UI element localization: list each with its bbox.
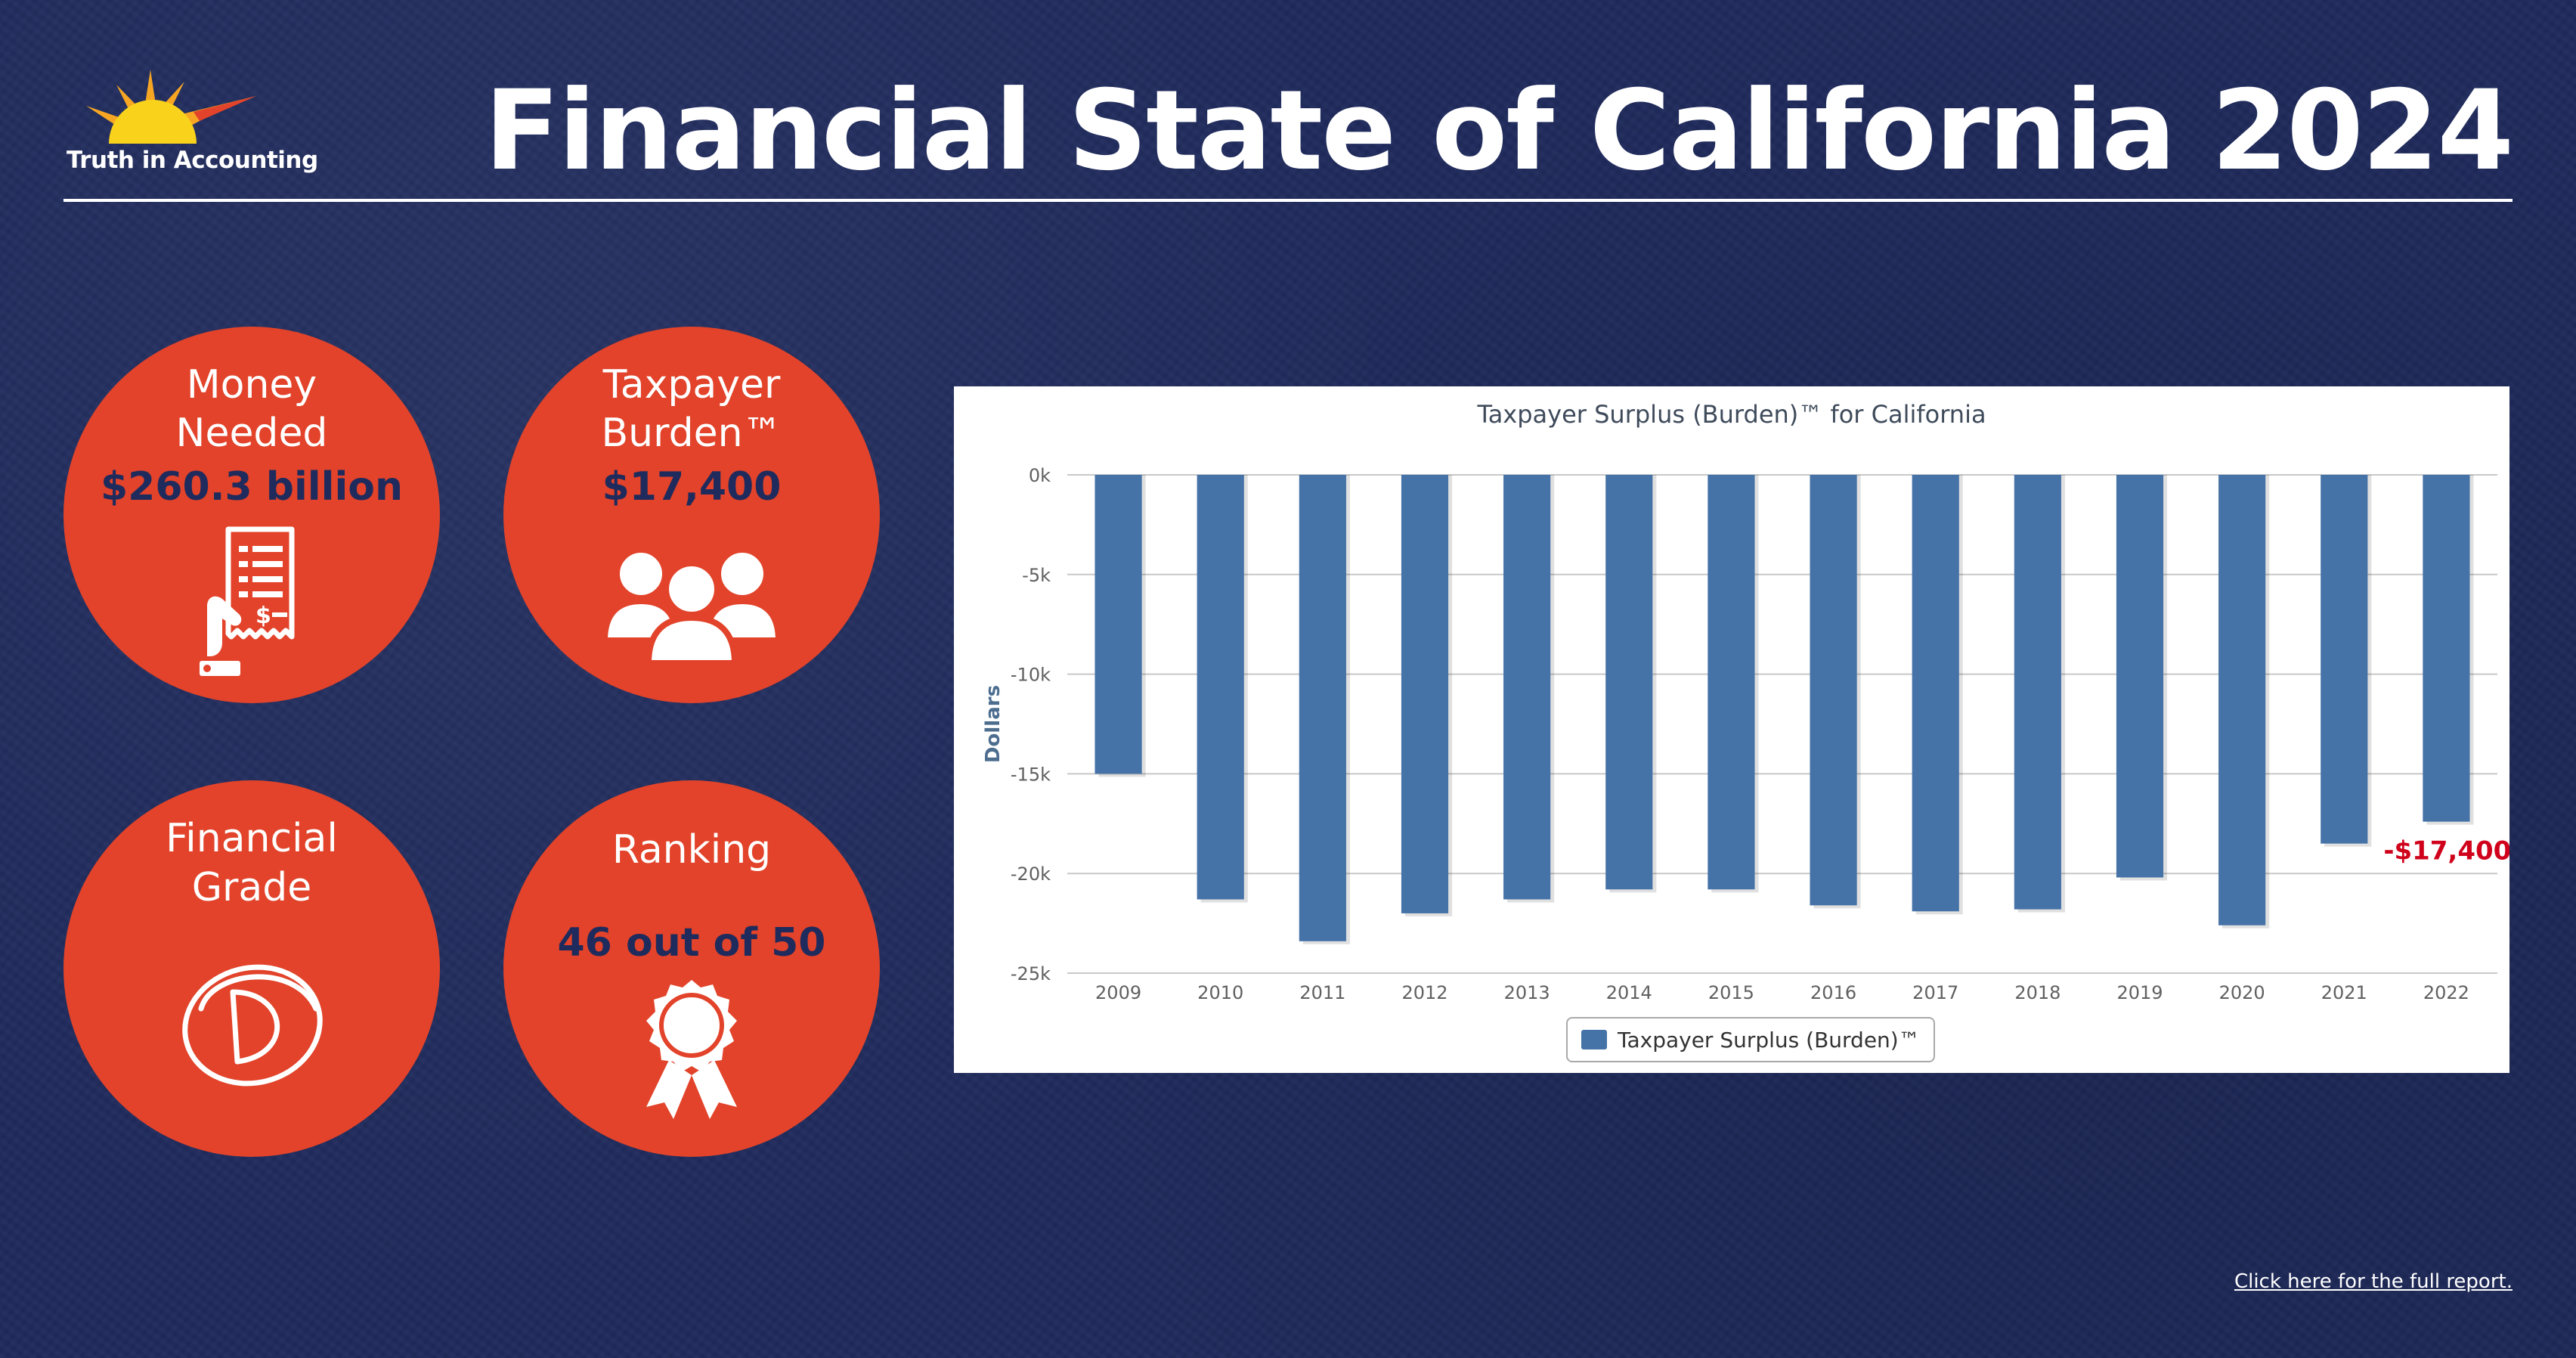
logo-text: Truth in Accounting	[67, 147, 318, 174]
x-tick-label: 2018	[2014, 982, 2060, 1003]
taxpayer-burden-value: $17,400	[602, 464, 782, 510]
x-tick-label: 2021	[2321, 982, 2367, 1003]
y-tick-label: -5k	[1022, 565, 1051, 586]
award-ribbon-icon	[646, 980, 737, 1119]
x-tick-label: 2019	[2116, 982, 2163, 1003]
x-tick-label: 2016	[1810, 982, 1856, 1003]
y-tick-label: -20k	[1011, 863, 1051, 885]
financial-grade-card: Financial Grade	[63, 780, 440, 1157]
legend-swatch	[1581, 1030, 1607, 1050]
y-tick-label: -25k	[1011, 963, 1051, 984]
bar-2021	[2321, 475, 2368, 844]
money-needed-card: Money Needed $260.3 billion $	[63, 327, 440, 703]
bar-2010	[1197, 475, 1244, 900]
grade-d-icon	[182, 964, 323, 1087]
y-tick-label: 0k	[1029, 465, 1051, 486]
ranking-card: Ranking 46 out of 50	[503, 780, 880, 1157]
burden-annotation: -$17,400	[2383, 836, 2509, 867]
bar-2013	[1503, 475, 1551, 900]
bar-2019	[2116, 475, 2164, 878]
x-tick-label: 2017	[1912, 982, 1958, 1003]
y-axis-label: Dollars	[982, 685, 1005, 763]
bar-2009	[1094, 475, 1142, 774]
bar-chart: 0k -5k -10k -15k -20k -25k Dollars 2009 2010 2011…	[982, 465, 2509, 1003]
financial-grade-label-1: Financial	[166, 816, 338, 861]
x-tick-label: 2020	[2219, 982, 2265, 1003]
money-needed-value: $260.3 billion	[100, 464, 404, 510]
financial-grade-label-2: Grade	[191, 865, 312, 910]
ranking-value: 46 out of 50	[557, 920, 826, 966]
ranking-label: Ranking	[611, 827, 772, 873]
page-title: Financial State of California 2024	[484, 67, 2514, 195]
x-tick-label: 2010	[1197, 982, 1243, 1003]
svg-text:$: $	[255, 603, 271, 629]
bar-2015	[1708, 475, 1755, 890]
sunrise-logo-icon	[86, 70, 256, 144]
logo: Truth in Accounting	[65, 62, 318, 183]
chart-panel: Taxpayer Surplus (Burden)™ for Californi…	[954, 386, 2509, 1073]
bar-2012	[1401, 475, 1449, 913]
x-tick-label: 2022	[2423, 982, 2469, 1003]
people-group-icon	[605, 547, 779, 663]
y-tick-label: -10k	[1011, 665, 1051, 686]
money-needed-label-1: Money	[186, 362, 317, 408]
bar-2018	[2014, 475, 2061, 910]
taxpayer-burden-card: Taxpayer Burden™ $17,400	[503, 327, 880, 703]
y-tick-label: -15k	[1011, 764, 1051, 785]
receipt-hand-icon: $	[200, 526, 295, 676]
money-needed-label-2: Needed	[175, 411, 328, 456]
bar-2011	[1299, 475, 1346, 941]
bar-2022	[2423, 475, 2470, 822]
full-report-link[interactable]: Click here for the full report.	[2234, 1270, 2513, 1293]
taxpayer-burden-label-1: Taxpayer	[602, 362, 781, 408]
x-tick-label: 2015	[1708, 982, 1754, 1003]
bar-2017	[1912, 475, 1959, 912]
legend-label: Taxpayer Surplus (Burden)™	[1618, 1027, 1920, 1053]
taxpayer-burden-label-2: Burden™	[601, 411, 782, 456]
x-tick-label: 2013	[1504, 982, 1550, 1003]
bar-2014	[1605, 475, 1653, 890]
chart-legend[interactable]: Taxpayer Surplus (Burden)™	[1566, 1017, 1935, 1062]
x-tick-label: 2014	[1606, 982, 1652, 1003]
bar-2020	[2218, 475, 2266, 925]
title-divider	[63, 199, 2513, 202]
bar-2016	[1810, 475, 1857, 906]
chart-title: Taxpayer Surplus (Burden)™ for Californi…	[1477, 400, 1986, 429]
x-tick-label: 2012	[1401, 982, 1447, 1003]
x-tick-label: 2011	[1299, 982, 1345, 1003]
x-tick-label: 2009	[1095, 982, 1141, 1003]
